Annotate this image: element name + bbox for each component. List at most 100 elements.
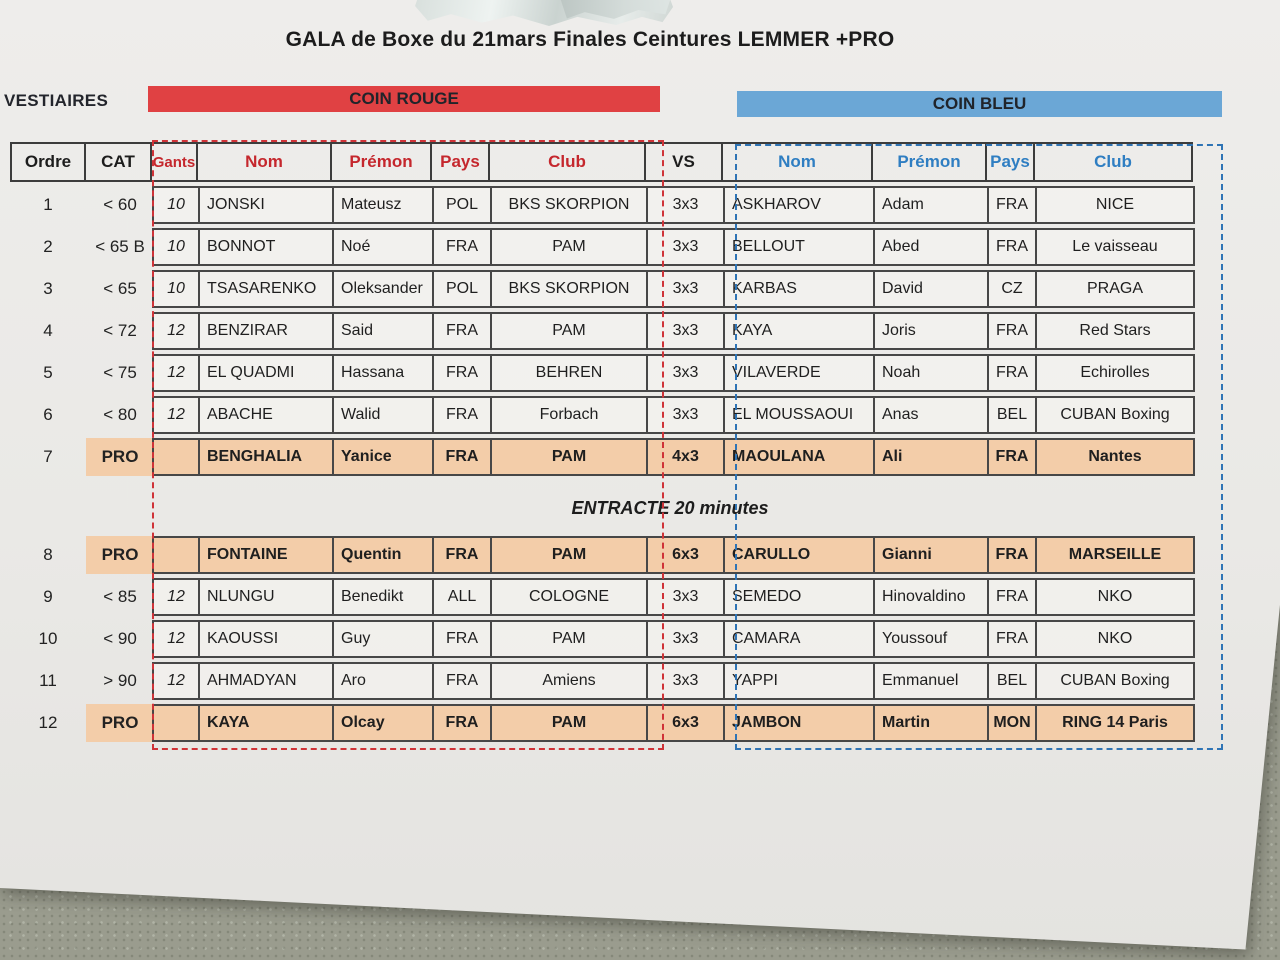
cell-red-club: Amiens bbox=[490, 662, 648, 700]
cell-gants: 10 bbox=[152, 186, 200, 224]
cell-blue-premon: Martin bbox=[873, 704, 989, 742]
cell-ordre: 12 bbox=[38, 713, 58, 732]
cell-vs: 3x3 bbox=[646, 186, 725, 224]
table-row: 11 > 90 12 AHMADYAN Aro FRA Amiens 3x3 Y… bbox=[10, 662, 1220, 700]
cell-blue-club: RING 14 Paris bbox=[1035, 704, 1195, 742]
cell-red-nom: BONNOT bbox=[198, 228, 334, 266]
table-row: 1 < 60 10 JONSKI Mateusz POL BKS SKORPIO… bbox=[10, 186, 1220, 224]
cell-red-pays: FRA bbox=[432, 662, 492, 700]
vestiaires-label: VESTIAIRES bbox=[4, 91, 109, 110]
cell-blue-club: Red Stars bbox=[1035, 312, 1195, 350]
cell-ordre: 9 bbox=[43, 587, 53, 606]
cell-blue-premon: Joris bbox=[873, 312, 989, 350]
cell-blue-premon: Emmanuel bbox=[873, 662, 989, 700]
cell-vs: 4x3 bbox=[646, 438, 725, 476]
cell-blue-nom: ASKHAROV bbox=[723, 186, 875, 224]
cell-red-nom: AHMADYAN bbox=[198, 662, 334, 700]
cell-red-club: COLOGNE bbox=[490, 578, 648, 616]
cell-blue-nom: MAOULANA bbox=[723, 438, 875, 476]
table-row: 9 < 85 12 NLUNGU Benedikt ALL COLOGNE 3x… bbox=[10, 578, 1220, 616]
cell-red-club: PAM bbox=[490, 536, 648, 574]
cell-blue-pays: BEL bbox=[987, 396, 1037, 434]
header-red-nom: Nom bbox=[196, 142, 332, 182]
cell-red-pays: FRA bbox=[432, 620, 492, 658]
cell-gants: 10 bbox=[152, 270, 200, 308]
table-header-row: Ordre CAT Gants Nom Prémon Pays Club VS … bbox=[10, 142, 1220, 182]
header-blue-club: Club bbox=[1033, 142, 1193, 182]
cell-gants: 12 bbox=[152, 354, 200, 392]
cell-red-premon: Aro bbox=[332, 662, 434, 700]
cell-red-premon: Hassana bbox=[332, 354, 434, 392]
cell-blue-nom: JAMBON bbox=[723, 704, 875, 742]
cell-red-premon: Guy bbox=[332, 620, 434, 658]
coin-bleu-banner: COIN BLEU bbox=[737, 91, 1222, 117]
cell-red-premon: Oleksander bbox=[332, 270, 434, 308]
cell-ordre: 6 bbox=[43, 405, 53, 424]
header-blue-nom: Nom bbox=[721, 142, 873, 182]
cell-blue-premon: Youssouf bbox=[873, 620, 989, 658]
cell-blue-club: PRAGA bbox=[1035, 270, 1195, 308]
rows-after-entracte: 8 PRO FONTAINE Quentin FRA PAM 6x3 CARUL… bbox=[10, 536, 1220, 742]
table-row: 5 < 75 12 EL QUADMI Hassana FRA BEHREN 3… bbox=[10, 354, 1220, 392]
cell-blue-nom: CARULLO bbox=[723, 536, 875, 574]
cell-cat: < 72 bbox=[103, 321, 137, 340]
cell-red-nom: ABACHE bbox=[198, 396, 334, 434]
cell-vs: 3x3 bbox=[646, 228, 725, 266]
cell-cat: < 65 bbox=[103, 279, 137, 298]
cell-red-pays: POL bbox=[432, 186, 492, 224]
header-cat: CAT bbox=[84, 142, 152, 182]
cell-red-club: BEHREN bbox=[490, 354, 648, 392]
cell-red-nom: NLUNGU bbox=[198, 578, 334, 616]
cell-vs: 3x3 bbox=[646, 578, 725, 616]
cell-red-pays: FRA bbox=[432, 312, 492, 350]
cell-blue-club: CUBAN Boxing bbox=[1035, 396, 1195, 434]
cell-blue-pays: FRA bbox=[987, 228, 1037, 266]
cell-blue-pays: BEL bbox=[987, 662, 1037, 700]
cell-blue-pays: MON bbox=[987, 704, 1037, 742]
cell-ordre: 3 bbox=[43, 279, 53, 298]
cell-blue-nom: SEMEDO bbox=[723, 578, 875, 616]
table-row: 2 < 65 B 10 BONNOT Noé FRA PAM 3x3 BELLO… bbox=[10, 228, 1220, 266]
table-row: 10 < 90 12 KAOUSSI Guy FRA PAM 3x3 CAMAR… bbox=[10, 620, 1220, 658]
cell-red-premon: Said bbox=[332, 312, 434, 350]
cell-red-premon: Yanice bbox=[332, 438, 434, 476]
cell-vs: 6x3 bbox=[646, 536, 725, 574]
cell-red-pays: FRA bbox=[432, 438, 492, 476]
cell-blue-premon: Hinovaldino bbox=[873, 578, 989, 616]
cell-vs: 3x3 bbox=[646, 396, 725, 434]
cell-red-pays: FRA bbox=[432, 396, 492, 434]
cell-cat: PRO bbox=[86, 536, 154, 574]
cell-red-nom: FONTAINE bbox=[198, 536, 334, 574]
rows-before-entracte: 1 < 60 10 JONSKI Mateusz POL BKS SKORPIO… bbox=[10, 186, 1220, 476]
cell-vs: 3x3 bbox=[646, 662, 725, 700]
cell-red-club: BKS SKORPION bbox=[490, 186, 648, 224]
entracte-row: ENTRACTE 20 minutes bbox=[571, 497, 769, 518]
document-title: GALA de Boxe du 21mars Finales Ceintures… bbox=[285, 28, 895, 51]
cell-blue-pays: FRA bbox=[987, 354, 1037, 392]
cell-blue-club: Echirolles bbox=[1035, 354, 1195, 392]
cell-blue-nom: EL MOUSSAOUI bbox=[723, 396, 875, 434]
cell-red-club: PAM bbox=[490, 312, 648, 350]
cell-ordre: 4 bbox=[43, 321, 53, 340]
cell-red-nom: BENGHALIA bbox=[198, 438, 334, 476]
cell-red-premon: Olcay bbox=[332, 704, 434, 742]
cell-vs: 3x3 bbox=[646, 354, 725, 392]
cell-red-premon: Noé bbox=[332, 228, 434, 266]
cell-blue-pays: FRA bbox=[987, 186, 1037, 224]
coin-rouge-label: COIN ROUGE bbox=[349, 89, 459, 108]
table-row: 12 PRO KAYA Olcay FRA PAM 6x3 JAMBON Mar… bbox=[10, 704, 1220, 742]
cell-red-club: BKS SKORPION bbox=[490, 270, 648, 308]
cell-cat: PRO bbox=[86, 438, 154, 476]
cell-red-club: PAM bbox=[490, 438, 648, 476]
cell-ordre: 5 bbox=[43, 363, 53, 382]
cell-blue-pays: FRA bbox=[987, 312, 1037, 350]
cell-ordre: 2 bbox=[43, 237, 53, 256]
cell-red-pays: FRA bbox=[432, 704, 492, 742]
cell-red-club: PAM bbox=[490, 228, 648, 266]
cell-blue-pays: FRA bbox=[987, 620, 1037, 658]
header-blue-pays: Pays bbox=[985, 142, 1035, 182]
cell-ordre: 7 bbox=[43, 447, 53, 466]
cell-ordre: 8 bbox=[43, 545, 53, 564]
header-gants: Gants bbox=[150, 142, 198, 182]
